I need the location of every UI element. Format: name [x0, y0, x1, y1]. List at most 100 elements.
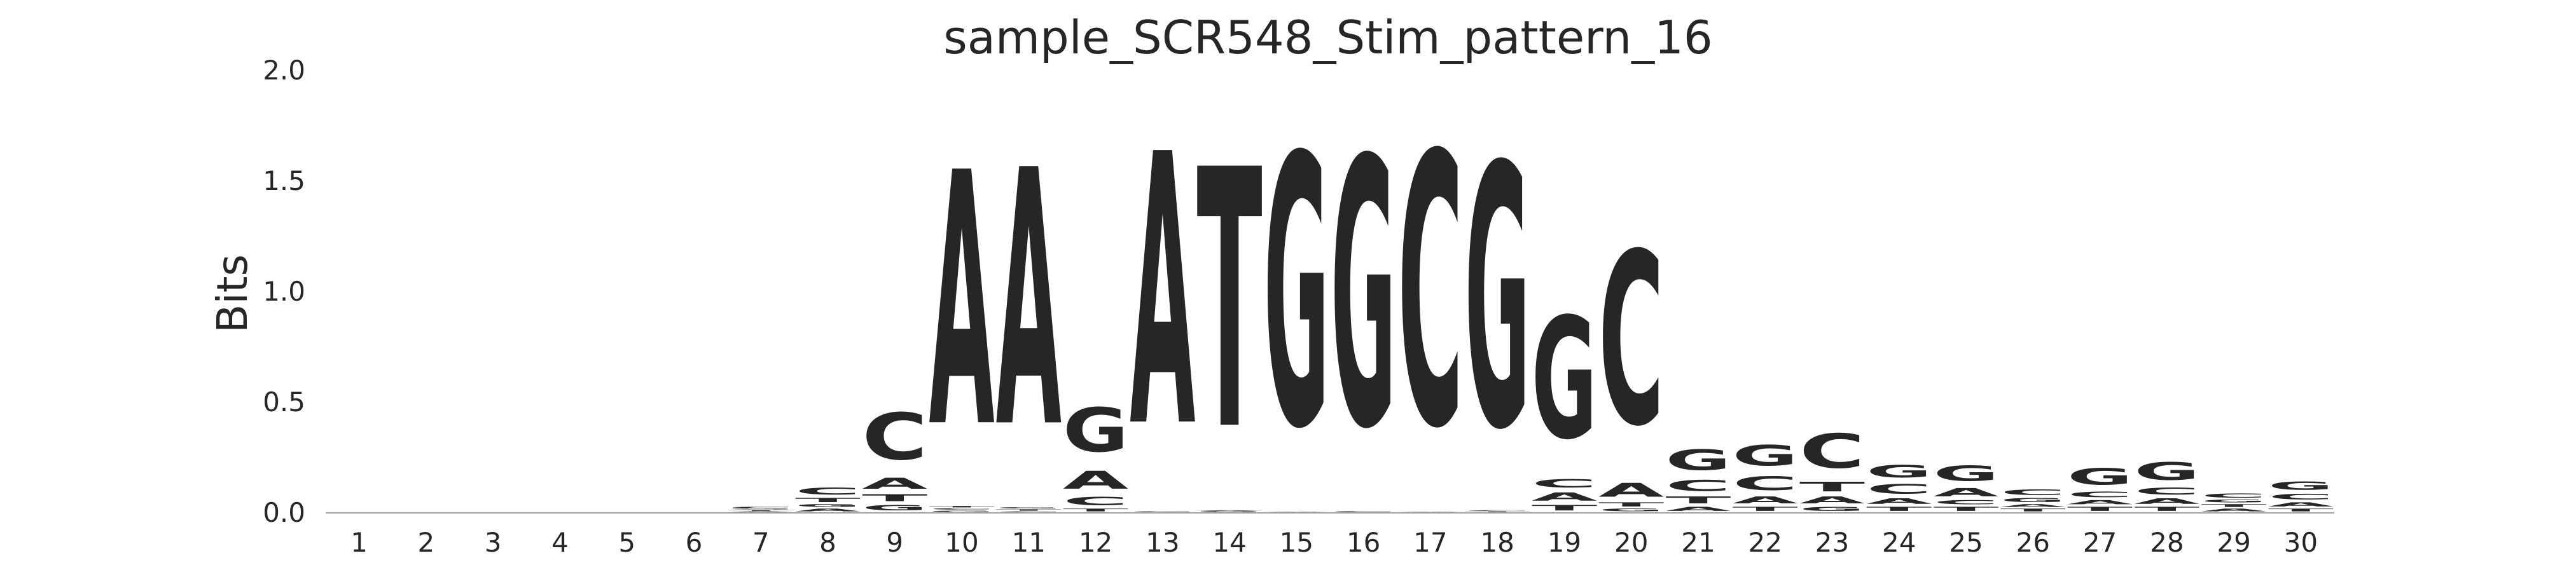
- logo-letter-T-pos-23: T: [1799, 479, 1866, 494]
- logo-letter-T-pos-12: T: [1063, 508, 1128, 512]
- logo-letter-A-pos-24: A: [1866, 497, 1932, 506]
- logo-letter-A-pos-7: A: [728, 511, 794, 512]
- logo-letter-G-pos-30: G: [2268, 479, 2334, 493]
- logo-letter-C-pos-29: C: [2201, 493, 2267, 499]
- logo-letter-T-pos-22: T: [1733, 506, 1798, 512]
- logo-letter-T-pos-7: T: [728, 510, 794, 511]
- logo-letter-G-pos-28: G: [2134, 457, 2199, 486]
- chart-title: sample_SCR548_Stim_pattern_16: [943, 11, 1712, 64]
- logo-letter-G-pos-10: G: [929, 510, 994, 512]
- logo-letter-T-pos-9: T: [862, 493, 927, 503]
- x-tick-label: 23: [1815, 527, 1849, 558]
- logo-letter-T-pos-18: T: [1465, 511, 1530, 512]
- x-tick-label: 27: [2083, 527, 2117, 558]
- logo-letter-A-pos-20: A: [1598, 479, 1665, 501]
- logo-letter-C-pos-20: C: [1598, 204, 1664, 479]
- x-tick-label: 26: [2016, 527, 2050, 558]
- logo-letter-G-pos-18: G: [1465, 90, 1530, 508]
- logo-letter-C-pos-12: C: [1063, 494, 1128, 508]
- logo-letter-C-pos-30: C: [2268, 493, 2334, 501]
- logo-letter-A-pos-9: A: [862, 475, 927, 493]
- x-tick-label: 3: [485, 527, 502, 558]
- logo-letter-C-pos-16: C: [1331, 511, 1396, 512]
- logo-letter-C-pos-26: C: [2000, 488, 2066, 497]
- x-tick-label: 7: [752, 527, 770, 558]
- logo-letter-A-pos-28: A: [2134, 497, 2199, 506]
- x-tick-label: 29: [2217, 527, 2250, 558]
- x-tick-label: 1: [350, 527, 368, 558]
- logo-letter-T-pos-28: T: [2134, 506, 2199, 512]
- logo-letter-G-pos-29: G: [2201, 499, 2267, 503]
- x-tick-label: 19: [1548, 527, 1581, 558]
- x-tick-label: 20: [1614, 527, 1648, 558]
- logo-letter-A-pos-12: A: [1063, 466, 1128, 494]
- logo-letter-A-pos-29: A: [2201, 508, 2267, 512]
- logo-letter-T-pos-30: T: [2268, 508, 2334, 512]
- logo-letter-G-pos-19: G: [1532, 283, 1597, 477]
- logo-letter-C-pos-28: C: [2134, 486, 2199, 496]
- x-tick-label: 24: [1882, 527, 1916, 558]
- logo-letter-C-pos-9: C: [862, 399, 927, 474]
- x-tick-label: 13: [1146, 527, 1179, 558]
- x-tick-label: 4: [551, 527, 569, 558]
- x-tick-label: 18: [1480, 527, 1514, 558]
- logo-letter-C-pos-19: C: [1532, 477, 1597, 490]
- logo-letter-G-pos-23: G: [1799, 506, 1865, 512]
- x-tick-label: 28: [2150, 527, 2184, 558]
- x-tick-label: 14: [1212, 527, 1246, 558]
- y-axis: 0.0 0.5 1.0 1.5 2.0: [263, 55, 305, 528]
- logo-letter-C-pos-13: C: [1130, 511, 1195, 512]
- logo-letter-A-pos-11: A: [996, 97, 1062, 505]
- logo-letter-G-pos-25: G: [1933, 461, 1998, 486]
- logo-letter-C-pos-7: C: [728, 507, 794, 508]
- x-tick-label: 30: [2284, 527, 2318, 558]
- x-tick-label: 11: [1012, 527, 1046, 558]
- logo-letter-A-pos-25: A: [1933, 486, 1999, 500]
- logo-letter-T-pos-24: T: [1866, 506, 1932, 512]
- x-axis: 1 2 3 4 5 6 7 8 9 10 11 12 13 14 15 16 17 18 19 20 21 22 23 24 2…: [326, 512, 2334, 558]
- x-tick-label: 22: [1748, 527, 1782, 558]
- y-tick-label: 1.0: [263, 276, 305, 307]
- x-tick-label: 15: [1280, 527, 1313, 558]
- logo-letter-C-pos-8: C: [795, 486, 861, 496]
- logo-letter-G-pos-9: G: [862, 503, 927, 512]
- logo-letter-G-pos-27: G: [2067, 463, 2133, 490]
- y-tick-label: 0.5: [263, 386, 305, 418]
- logo-letter-T-pos-25: T: [1933, 506, 1998, 512]
- x-tick-label: 2: [418, 527, 435, 558]
- x-tick-label: 10: [945, 527, 978, 558]
- logo-letter-G-pos-14: G: [1197, 511, 1263, 512]
- logo-letter-A-pos-10: A: [929, 99, 995, 505]
- x-tick-label: 9: [886, 527, 903, 558]
- logo-letter-G-pos-20: G: [1598, 508, 1664, 512]
- logo-letter-G-pos-15: G: [1264, 80, 1329, 510]
- logo-letter-C-pos-24: C: [1866, 481, 1932, 496]
- logo-letter-C-pos-21: C: [1665, 477, 1731, 494]
- x-tick-label: 12: [1079, 527, 1112, 558]
- y-tick-label: 1.5: [263, 165, 305, 196]
- x-tick-label: 21: [1681, 527, 1715, 558]
- logo-letter-A-pos-27: A: [2067, 499, 2133, 505]
- x-tick-label: 16: [1347, 527, 1380, 558]
- logo-letter-G-pos-26: G: [2000, 497, 2066, 503]
- logo-letter-A-pos-19: A: [1532, 490, 1598, 503]
- logo-letter-A-pos-26: A: [2000, 503, 2066, 508]
- logo-letter-T-pos-29: T: [2201, 503, 2267, 508]
- logo-letter-C-pos-10: C: [929, 508, 994, 510]
- x-tick-label: 6: [686, 527, 703, 558]
- logo-letter-G-pos-24: G: [1866, 461, 1932, 481]
- logo-letter-A-pos-13: A: [1130, 77, 1196, 510]
- logo-letter-G-pos-7: G: [728, 508, 794, 510]
- logo-letter-G-pos-21: G: [1665, 444, 1731, 477]
- logo-letter-T-pos-14: T: [1197, 95, 1263, 509]
- logo-letter-T-pos-21: T: [1665, 494, 1731, 505]
- logo-letter-C-pos-18: C: [1465, 510, 1530, 512]
- logo-letter-T-pos-19: T: [1532, 503, 1597, 512]
- logo-letter-A-pos-8: A: [795, 508, 861, 512]
- logo-letter-T-pos-27: T: [2067, 506, 2133, 512]
- logo-letter-T-pos-20: T: [1598, 501, 1664, 508]
- y-tick-label: 2.0: [263, 55, 305, 86]
- logo-letter-G-pos-11: G: [996, 507, 1062, 508]
- x-tick-label: 25: [1949, 527, 1983, 558]
